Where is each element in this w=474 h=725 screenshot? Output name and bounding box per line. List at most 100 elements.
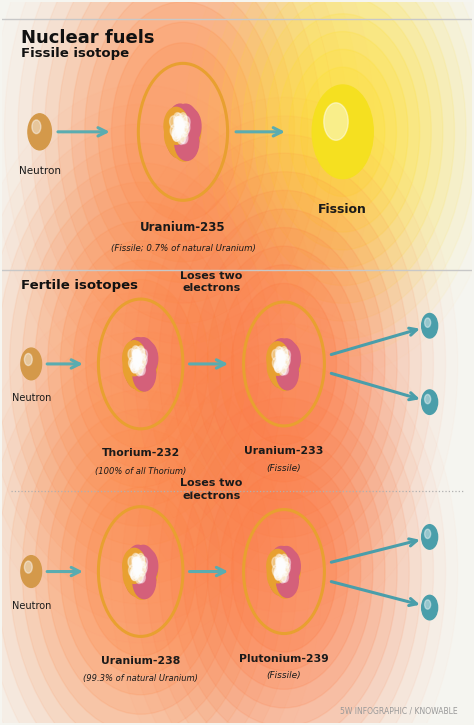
Circle shape <box>277 350 299 384</box>
Circle shape <box>128 551 151 587</box>
Circle shape <box>126 561 148 596</box>
Circle shape <box>182 122 190 133</box>
Circle shape <box>278 347 300 381</box>
Circle shape <box>273 345 295 379</box>
Circle shape <box>269 352 291 386</box>
Circle shape <box>31 0 335 365</box>
Circle shape <box>131 355 154 391</box>
Circle shape <box>277 558 299 591</box>
Circle shape <box>138 561 146 573</box>
Circle shape <box>182 116 190 128</box>
Circle shape <box>126 561 148 597</box>
Circle shape <box>134 560 142 571</box>
Circle shape <box>274 568 281 579</box>
Circle shape <box>273 566 279 576</box>
Text: Neutron: Neutron <box>11 394 51 403</box>
Circle shape <box>176 123 184 135</box>
Circle shape <box>167 121 191 158</box>
Text: (Fissile; 0.7% of natural Uranium): (Fissile; 0.7% of natural Uranium) <box>110 244 255 253</box>
Text: Plutonium-239: Plutonium-239 <box>239 654 329 663</box>
Circle shape <box>136 365 143 376</box>
Circle shape <box>129 552 152 587</box>
Circle shape <box>22 390 259 725</box>
Circle shape <box>126 351 148 386</box>
Circle shape <box>168 104 192 141</box>
Circle shape <box>277 564 284 574</box>
Circle shape <box>172 124 196 161</box>
Circle shape <box>273 357 279 368</box>
Circle shape <box>9 370 272 725</box>
Circle shape <box>276 558 283 568</box>
Circle shape <box>58 0 308 323</box>
Text: Uranium-233: Uranium-233 <box>244 446 324 456</box>
Circle shape <box>133 553 155 588</box>
Circle shape <box>277 350 283 360</box>
Circle shape <box>273 551 295 584</box>
Circle shape <box>273 555 295 589</box>
Circle shape <box>180 121 188 133</box>
Text: Loses two
electrons: Loses two electrons <box>180 271 242 294</box>
Circle shape <box>276 566 283 576</box>
Circle shape <box>130 564 153 600</box>
Circle shape <box>278 563 285 574</box>
Circle shape <box>278 559 285 569</box>
Circle shape <box>133 358 140 369</box>
Circle shape <box>133 349 141 361</box>
Circle shape <box>278 356 285 366</box>
Circle shape <box>175 117 183 128</box>
Circle shape <box>128 556 135 568</box>
Circle shape <box>274 357 296 391</box>
Circle shape <box>128 550 151 584</box>
Circle shape <box>282 364 289 375</box>
Circle shape <box>179 131 186 144</box>
Circle shape <box>278 353 285 364</box>
Circle shape <box>138 571 146 583</box>
Circle shape <box>267 350 289 384</box>
Circle shape <box>272 343 294 376</box>
Circle shape <box>272 558 293 592</box>
Circle shape <box>9 163 272 565</box>
Circle shape <box>274 569 282 580</box>
Circle shape <box>271 547 292 580</box>
Circle shape <box>170 115 194 152</box>
Circle shape <box>276 350 283 361</box>
Circle shape <box>128 341 151 377</box>
Circle shape <box>129 350 153 385</box>
Circle shape <box>130 357 153 392</box>
Circle shape <box>128 555 151 590</box>
Circle shape <box>168 109 192 146</box>
Circle shape <box>278 355 285 366</box>
Circle shape <box>125 560 147 594</box>
Circle shape <box>134 352 141 362</box>
Circle shape <box>164 116 189 153</box>
Circle shape <box>133 563 155 599</box>
Circle shape <box>146 153 421 575</box>
Circle shape <box>135 341 158 376</box>
Circle shape <box>0 331 297 725</box>
Circle shape <box>48 428 234 714</box>
Circle shape <box>271 550 293 584</box>
Circle shape <box>125 352 147 387</box>
Circle shape <box>231 0 455 303</box>
Circle shape <box>86 280 196 448</box>
Circle shape <box>128 339 151 373</box>
Circle shape <box>133 563 140 575</box>
Circle shape <box>21 555 42 587</box>
Circle shape <box>127 338 149 373</box>
Text: Neutron: Neutron <box>11 601 51 611</box>
Circle shape <box>24 354 32 365</box>
Circle shape <box>135 135 434 593</box>
Circle shape <box>276 341 298 374</box>
Circle shape <box>18 0 348 385</box>
Circle shape <box>275 339 297 373</box>
Circle shape <box>135 358 142 370</box>
Circle shape <box>129 555 152 589</box>
Circle shape <box>138 364 146 376</box>
Circle shape <box>277 32 408 232</box>
Circle shape <box>171 109 195 146</box>
Circle shape <box>159 172 409 556</box>
Circle shape <box>231 283 337 444</box>
Circle shape <box>134 561 142 572</box>
Circle shape <box>425 318 431 327</box>
Circle shape <box>271 550 292 584</box>
